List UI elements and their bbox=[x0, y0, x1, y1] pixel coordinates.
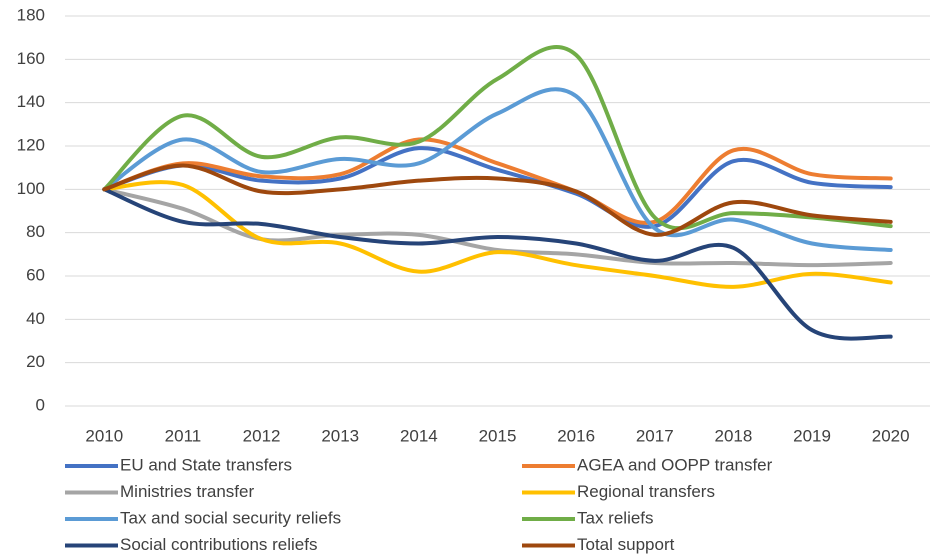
legend-label: Social contributions reliefs bbox=[120, 535, 317, 554]
series-line bbox=[102, 45, 893, 231]
legend-label: EU and State transfers bbox=[120, 455, 292, 474]
legend-label: Ministries transfer bbox=[120, 482, 254, 501]
y-tick-label: 60 bbox=[26, 265, 45, 284]
legend-label: Tax reliefs bbox=[577, 508, 654, 527]
series-line bbox=[102, 87, 893, 252]
y-tick-label: 0 bbox=[36, 395, 45, 414]
x-tick-label: 2011 bbox=[165, 426, 202, 445]
x-tick-label: 2013 bbox=[321, 426, 359, 445]
y-tick-label: 180 bbox=[17, 5, 45, 24]
series-line bbox=[102, 137, 893, 225]
x-tick-label: 2014 bbox=[400, 426, 438, 445]
legend-label: Total support bbox=[577, 535, 675, 554]
y-tick-label: 160 bbox=[17, 49, 45, 68]
series-line bbox=[102, 146, 893, 229]
x-tick-label: 2012 bbox=[243, 426, 281, 445]
x-tick-label: 2015 bbox=[479, 426, 517, 445]
y-tick-label: 140 bbox=[17, 92, 45, 111]
x-tick-label: 2016 bbox=[557, 426, 595, 445]
series-line bbox=[102, 180, 893, 289]
series-line bbox=[102, 163, 893, 237]
x-tick-label: 2019 bbox=[793, 426, 831, 445]
x-tick-label: 2017 bbox=[636, 426, 674, 445]
legend-label: Regional transfers bbox=[577, 482, 715, 501]
y-tick-label: 80 bbox=[26, 222, 45, 241]
x-tick-label: 2020 bbox=[872, 426, 910, 445]
legend-label: AGEA and OOPP transfer bbox=[577, 455, 773, 474]
y-tick-label: 100 bbox=[17, 179, 45, 198]
x-tick-label: 2010 bbox=[85, 426, 123, 445]
series-line bbox=[102, 187, 893, 341]
y-tick-label: 20 bbox=[26, 352, 45, 371]
legend-label: Tax and social security reliefs bbox=[120, 508, 341, 527]
y-tick-label: 120 bbox=[17, 135, 45, 154]
x-tick-label: 2018 bbox=[714, 426, 752, 445]
y-tick-label: 40 bbox=[26, 309, 45, 328]
